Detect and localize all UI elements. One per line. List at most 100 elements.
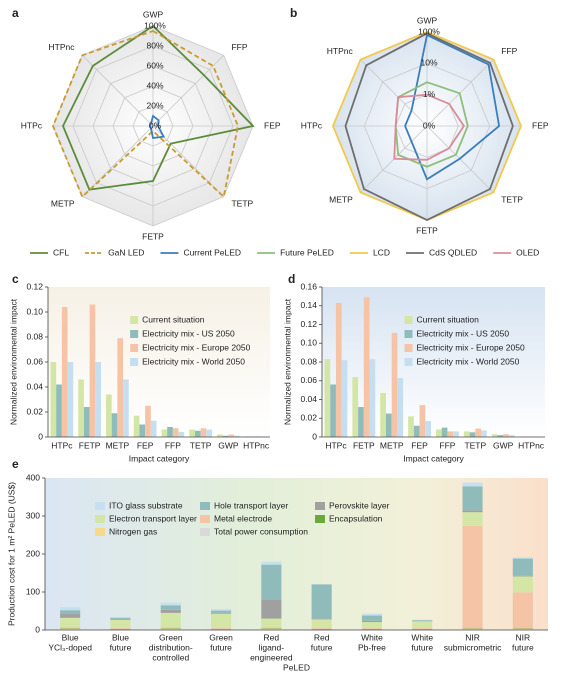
axis-label: FFP <box>231 42 247 52</box>
x-tick-label: future <box>512 642 534 652</box>
legend-label: Perovskite layer <box>329 500 390 510</box>
x-tick-label: HTPc <box>51 440 73 450</box>
legend-swatch <box>95 502 105 510</box>
legend-swatch <box>404 330 413 338</box>
x-tick-label: METP <box>106 440 130 450</box>
legend-label: CdS QDLED <box>429 247 477 257</box>
legend-label: Hole transport layer <box>214 500 288 510</box>
y-tick-label: 0.10 <box>300 338 317 348</box>
legend-label: CFL <box>53 247 69 257</box>
tick-label: 80% <box>146 40 163 50</box>
x-tick-label: Blue <box>112 632 129 642</box>
bar <box>419 405 426 437</box>
bar <box>139 424 146 437</box>
legend-swatch <box>315 515 325 523</box>
y-tick-label: 0.06 <box>26 356 43 366</box>
panel-label: c <box>12 272 19 286</box>
x-tick-label: FFP <box>439 440 455 450</box>
bar-segment <box>462 482 483 487</box>
legend-swatch <box>200 502 210 510</box>
legend-label: Electricity mix - US 2050 <box>142 328 235 338</box>
bar <box>324 359 331 437</box>
x-axis-title: Impact category <box>129 453 190 463</box>
x-tick-label: future <box>311 642 333 652</box>
legend-label: LCD <box>373 247 390 257</box>
bar-segment <box>160 627 181 629</box>
bar <box>503 434 509 437</box>
bar <box>89 304 96 437</box>
bar <box>358 407 364 437</box>
y-tick-label: 0.12 <box>300 319 317 329</box>
bar-segment <box>210 610 232 613</box>
x-tick-label: YCl₃-doped <box>48 642 92 652</box>
bar-segment <box>261 599 282 619</box>
tick-label: 0% <box>149 120 162 130</box>
bar-segment <box>60 607 81 611</box>
tick-label: 60% <box>146 60 163 70</box>
y-tick-label: 300 <box>26 510 40 520</box>
y-axis-title: Production cost for 1 m² PeLED (US$) <box>6 482 16 626</box>
y-tick-label: 0.12 <box>26 281 43 291</box>
tick-label: 40% <box>146 80 163 90</box>
bar <box>67 362 74 437</box>
bar <box>491 434 498 437</box>
bar-segment <box>311 584 332 619</box>
bar <box>172 428 179 437</box>
axis-label: GWP <box>143 9 164 19</box>
bar <box>222 435 229 437</box>
panel-label: b <box>290 6 297 20</box>
x-tick-label: HTPnc <box>518 440 545 450</box>
y-axis-title: Normalized environmental impact <box>282 298 292 425</box>
y-tick-label: 0 <box>312 431 317 441</box>
x-tick-label: engineered <box>250 652 293 662</box>
x-tick-label: FEP <box>411 440 428 450</box>
legend-swatch <box>130 316 139 324</box>
legend-label: Nitrogen gas <box>109 526 157 536</box>
bar-segment <box>110 617 131 619</box>
bar <box>206 429 213 437</box>
axis-label: GWP <box>417 15 438 25</box>
legend-swatch <box>95 515 105 523</box>
y-tick-label: 0.10 <box>26 306 43 316</box>
radar-line <box>62 24 255 191</box>
bar <box>105 394 112 437</box>
legend-swatch <box>404 316 413 324</box>
tick-label: 100% <box>418 26 440 36</box>
legend-label: Future PeLED <box>280 247 334 257</box>
bar-segment <box>361 613 383 616</box>
bar <box>335 302 342 437</box>
x-tick-label: NIR <box>516 632 531 642</box>
legend-label: GaN LED <box>108 247 144 257</box>
bar-segment <box>210 613 232 629</box>
x-tick-label: METP <box>380 440 404 450</box>
legend-swatch <box>200 528 210 536</box>
bar-segment <box>412 628 433 629</box>
x-tick-label: Pb-free <box>358 642 386 652</box>
bar-segment <box>160 605 181 610</box>
axis-label: TETP <box>501 194 523 204</box>
legend-label: Current situation <box>417 314 480 324</box>
legend-label: OLED <box>516 247 539 257</box>
spoke <box>360 59 428 127</box>
bar-segment <box>512 592 533 629</box>
x-tick-label: Green <box>209 632 233 642</box>
bar <box>234 435 240 437</box>
bar-segment <box>412 621 433 629</box>
bar <box>150 420 157 437</box>
bar <box>453 431 459 437</box>
bar <box>61 307 68 437</box>
bar-segment <box>210 612 232 614</box>
bar-segment <box>110 616 131 618</box>
y-tick-label: 100 <box>26 586 40 596</box>
bar <box>352 377 359 437</box>
axis-label: HTPc <box>301 120 323 130</box>
bar <box>469 432 476 437</box>
bar-segment <box>412 620 433 621</box>
x-tick-label: ligand- <box>259 642 285 652</box>
legend-swatch <box>130 358 139 366</box>
tick-label: 100% <box>144 20 166 30</box>
x-tick-label: White <box>361 632 383 642</box>
bar <box>117 338 124 437</box>
y-tick-label: 0.14 <box>300 300 317 310</box>
bar <box>95 362 102 437</box>
